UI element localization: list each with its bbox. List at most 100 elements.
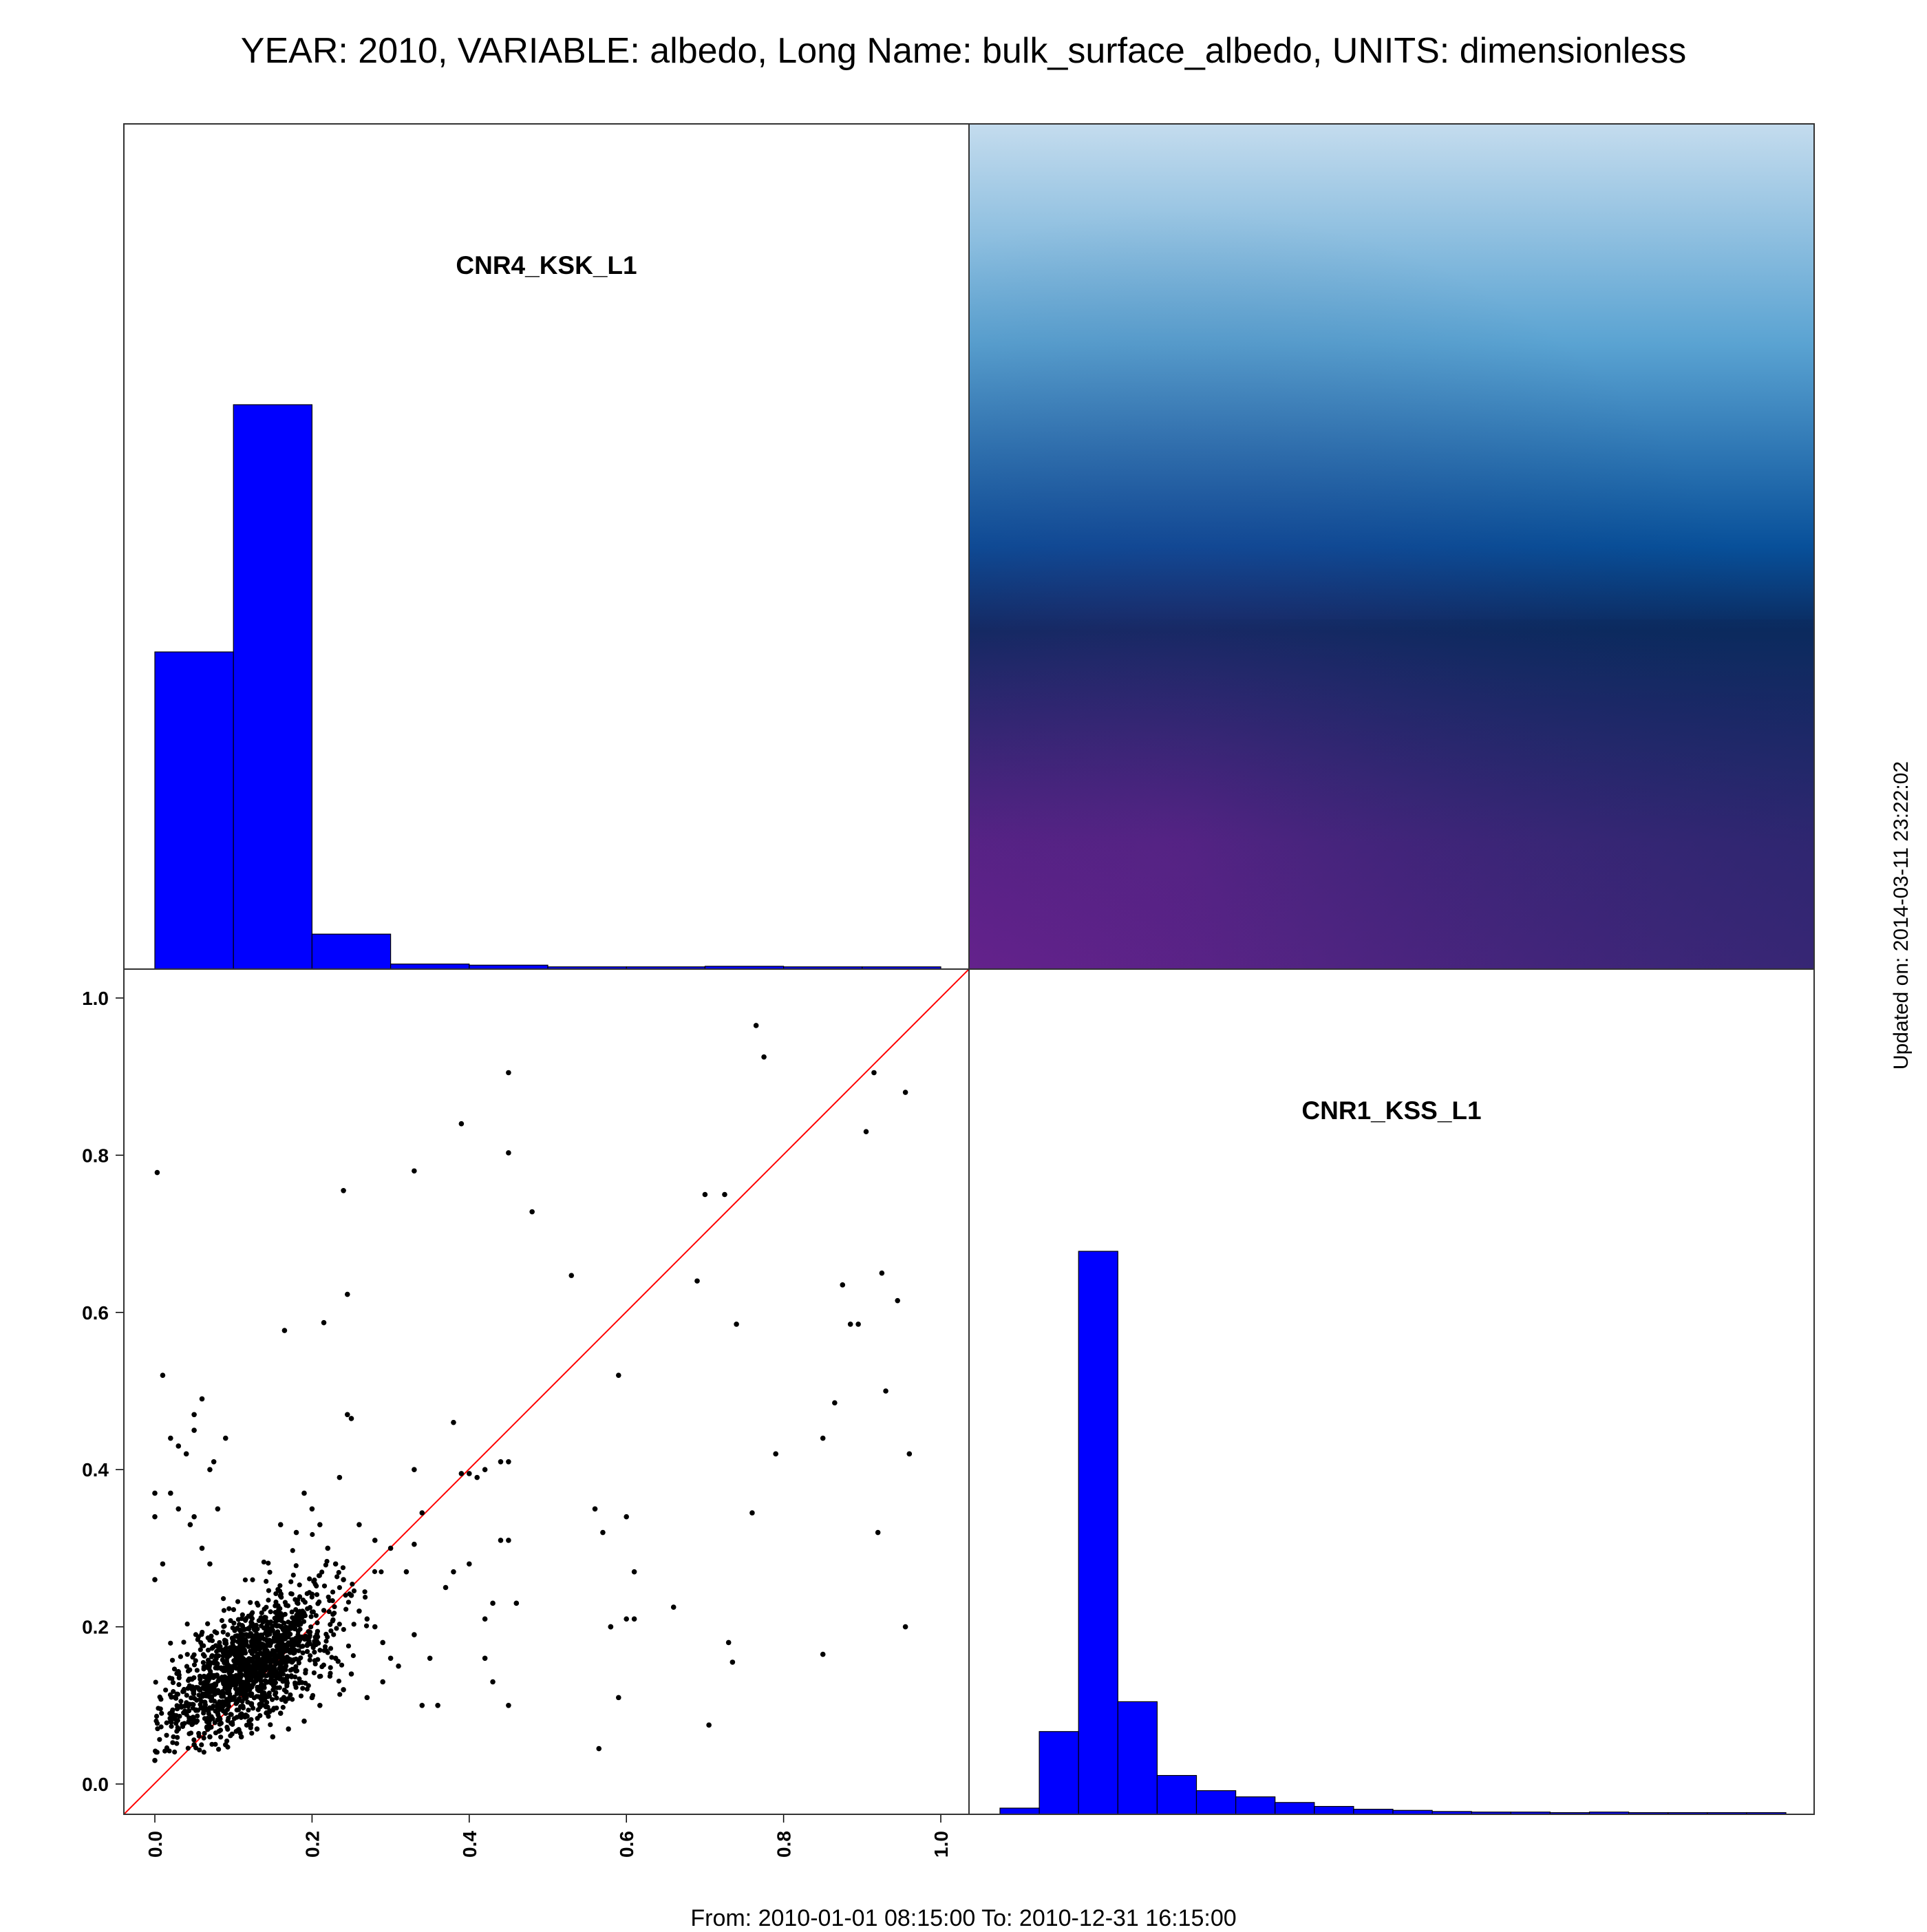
scatter-point — [162, 1748, 168, 1754]
scatter-point — [295, 1601, 301, 1606]
scatter-point — [230, 1649, 235, 1655]
scatter-point — [348, 1593, 354, 1598]
scatter-point — [312, 1649, 317, 1655]
scatter-point — [170, 1740, 175, 1745]
scatter-point — [299, 1615, 304, 1621]
scatter-point — [330, 1589, 336, 1595]
scatter-point — [328, 1628, 334, 1634]
scatter-point — [209, 1697, 215, 1703]
scatter-point — [266, 1650, 271, 1656]
scatter-point — [228, 1712, 233, 1717]
scatter-point — [306, 1628, 311, 1635]
scatter-point — [261, 1559, 267, 1565]
scatter-point — [337, 1622, 342, 1627]
scatter-point — [240, 1649, 246, 1655]
scatter-point — [217, 1728, 224, 1733]
scatter-point — [315, 1620, 320, 1626]
scatter-point — [217, 1706, 223, 1711]
scatter-point — [242, 1715, 248, 1720]
scatter-point — [167, 1710, 173, 1717]
hist-bar — [999, 1807, 1040, 1815]
scatter-point — [202, 1730, 207, 1737]
scatter-point — [498, 1458, 504, 1465]
scatter-point — [282, 1600, 288, 1605]
scatter-point — [229, 1719, 235, 1726]
scatter-point — [155, 1726, 160, 1732]
scatter-point — [228, 1733, 233, 1739]
scatter-point — [299, 1609, 306, 1614]
scatter-point — [348, 1416, 354, 1421]
scatter-point — [197, 1747, 202, 1753]
scatter-point — [266, 1620, 271, 1625]
scatter-point — [152, 1490, 158, 1496]
scatter-point — [246, 1707, 251, 1713]
scatter-point — [305, 1606, 310, 1611]
scatter-point — [209, 1638, 215, 1644]
scatter-point — [219, 1694, 224, 1699]
scatter-point — [300, 1597, 306, 1603]
scatter-point — [254, 1726, 260, 1732]
scatter-point — [249, 1684, 255, 1690]
scatter-point — [427, 1655, 433, 1662]
scatter-point — [221, 1596, 226, 1602]
scatter-point — [184, 1621, 190, 1627]
scatter-point — [160, 1561, 166, 1567]
scatter-point — [364, 1616, 370, 1622]
scatter-point — [183, 1451, 189, 1457]
scatter-point — [199, 1742, 204, 1748]
scatter-point — [279, 1676, 284, 1681]
scatter-point — [293, 1606, 299, 1613]
scatter-point — [237, 1636, 243, 1642]
scatter-point — [172, 1716, 178, 1722]
x-tick-label: 0.2 — [301, 1831, 323, 1858]
scatter-point — [702, 1191, 708, 1198]
scatter-point — [153, 1718, 159, 1723]
scatter-point — [234, 1707, 239, 1713]
scatter-point — [291, 1618, 297, 1624]
scatter-point — [279, 1618, 284, 1624]
scatter-point — [185, 1703, 191, 1709]
scatter-point — [332, 1655, 339, 1662]
scatter-point — [175, 1443, 182, 1449]
scatter-point — [895, 1297, 900, 1304]
scatter-point — [268, 1722, 273, 1728]
scatter-point — [235, 1599, 241, 1604]
scatter-point — [356, 1522, 362, 1527]
scatter-point — [268, 1668, 273, 1673]
scatter-point — [259, 1610, 264, 1615]
scatter-point — [200, 1659, 206, 1666]
hist-bar — [1156, 1774, 1197, 1815]
scatter-point — [396, 1663, 401, 1669]
scatter-point — [167, 1692, 173, 1698]
scatter-point — [749, 1510, 755, 1516]
scatter-point — [200, 1684, 206, 1690]
scatter-point — [419, 1703, 425, 1708]
scatter-point — [199, 1396, 205, 1402]
scatter-point — [343, 1593, 348, 1598]
scatter-point — [443, 1584, 449, 1591]
scatter-point — [163, 1687, 169, 1693]
scatter-point — [343, 1606, 349, 1612]
scatter-point — [268, 1638, 274, 1644]
scatter-point — [246, 1633, 251, 1639]
hist-bar — [1275, 1802, 1315, 1815]
scatter-point — [237, 1627, 243, 1633]
scatter-point — [863, 1129, 869, 1134]
scatter-point — [298, 1693, 304, 1699]
scatter-point — [184, 1700, 189, 1706]
scatter-point — [328, 1670, 333, 1676]
x-axis: 0.0 0.2 0.4 0.6 0.8 1.0 — [145, 1814, 952, 1858]
scatter-point — [193, 1632, 199, 1637]
scatter-point — [213, 1741, 218, 1747]
scatter-point — [221, 1608, 227, 1613]
scatter-point — [267, 1708, 273, 1714]
scatter-point — [312, 1641, 318, 1646]
scatter-point — [172, 1749, 178, 1755]
hist-bar — [1235, 1796, 1276, 1815]
panel-frames — [123, 123, 1815, 1815]
scatter-point — [240, 1703, 246, 1709]
scatter-point — [297, 1637, 303, 1642]
scatter-point — [293, 1668, 299, 1674]
scatter-point — [273, 1610, 278, 1615]
scatter-point — [288, 1591, 294, 1597]
